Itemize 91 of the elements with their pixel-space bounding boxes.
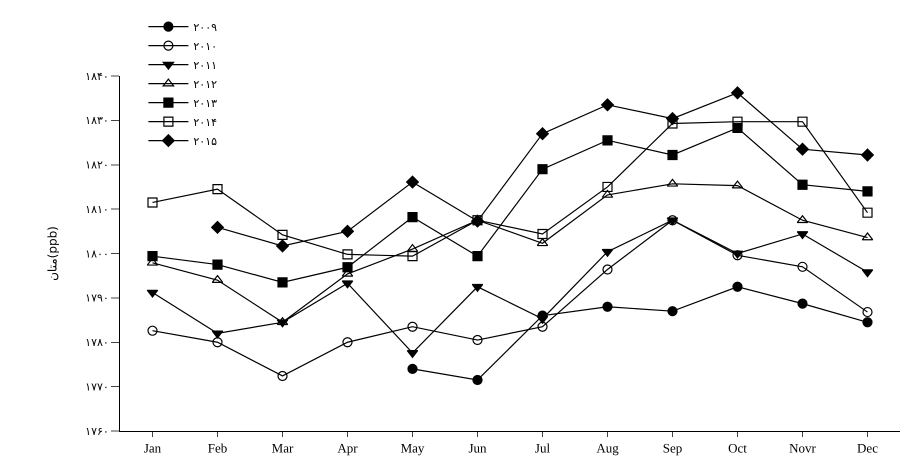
point (602, 182, 613, 192)
x-tick-label: Novr (789, 440, 817, 456)
point (277, 277, 288, 288)
point (406, 176, 419, 189)
y-tick-label: ۱۷۶۰ (85, 424, 109, 438)
y-tick-label: ۱۷۹۰ (85, 292, 109, 305)
point (277, 230, 288, 240)
point (537, 322, 548, 332)
legend-label: ۲۰۱۴ (193, 116, 218, 129)
point (666, 178, 678, 187)
x-tick-label: Jul (534, 440, 550, 456)
point (211, 220, 224, 234)
point (147, 251, 158, 262)
x-tick-label: Jan (144, 440, 162, 456)
point (862, 186, 873, 196)
x-tick-label: Aug (596, 440, 620, 456)
y-tick-label: ۱۸۳۰ (85, 114, 109, 128)
point (862, 208, 873, 218)
y-axis-title: متان(ppb) (45, 226, 60, 281)
point (862, 317, 873, 328)
point (276, 240, 289, 252)
point (797, 180, 808, 190)
point (212, 184, 223, 194)
point (796, 142, 809, 156)
point (472, 334, 483, 346)
point (602, 190, 614, 198)
y-tick-label: ۱۸۲۰ (85, 158, 109, 172)
legend-label: ۲۰۱۵ (193, 134, 218, 148)
point (602, 135, 613, 146)
point (147, 326, 158, 336)
x-tick-label: Jun (468, 440, 488, 456)
point (277, 370, 288, 382)
point (342, 262, 353, 272)
y-tick-label: ۱۷۸۰ (85, 336, 109, 350)
x-tick-label: Oct (728, 440, 748, 456)
point (471, 214, 484, 228)
point (797, 116, 808, 127)
point (797, 262, 808, 272)
point (862, 232, 874, 240)
point (537, 164, 548, 174)
point (407, 251, 418, 262)
point (342, 249, 353, 260)
point (342, 280, 354, 288)
legend-label: ۲۰۱۰ (193, 40, 218, 53)
point (212, 337, 223, 348)
point (732, 282, 743, 292)
point (797, 298, 808, 309)
point (862, 269, 874, 278)
point (472, 284, 484, 292)
point (602, 248, 614, 257)
legend-label: ۲۰۱۳ (193, 96, 218, 110)
point (667, 306, 678, 316)
point (537, 228, 548, 240)
x-tick-label: Mar (272, 440, 294, 456)
point (407, 322, 418, 332)
x-tick-label: Sep (662, 440, 682, 456)
point (406, 244, 418, 252)
point (407, 364, 418, 374)
point (666, 112, 679, 126)
x-tick-label: May (400, 440, 425, 456)
point (602, 302, 613, 312)
point (602, 264, 613, 275)
x-tick-label: Dec (857, 440, 878, 456)
x-tick-label: Feb (208, 440, 228, 456)
legend-label: ۲۰۱۲ (193, 78, 218, 91)
point (731, 86, 744, 100)
point (147, 197, 158, 208)
point (667, 150, 678, 160)
point (342, 337, 353, 348)
point (472, 251, 483, 262)
point (536, 316, 548, 324)
y-tick-label: ۱۷۷۰ (85, 380, 109, 394)
x-tick-label: Apr (337, 440, 358, 456)
legend-label: ۲۰۰۹ (193, 20, 218, 34)
point (862, 306, 873, 318)
legend-label: ۲۰۱۱ (193, 58, 218, 72)
point (796, 215, 808, 224)
point (536, 127, 549, 140)
point (472, 374, 483, 386)
point (341, 224, 354, 238)
point (212, 259, 223, 270)
y-tick-label: ۱۸۴۰ (85, 70, 109, 83)
point (601, 98, 614, 112)
point (146, 290, 158, 298)
point (276, 317, 288, 326)
y-tick-label: ۱۸۱۰ (85, 202, 109, 216)
point (536, 238, 548, 246)
y-tick-label: ۱۸۰۰ (85, 247, 109, 260)
point (796, 231, 808, 240)
point (407, 212, 418, 222)
point (861, 148, 874, 162)
